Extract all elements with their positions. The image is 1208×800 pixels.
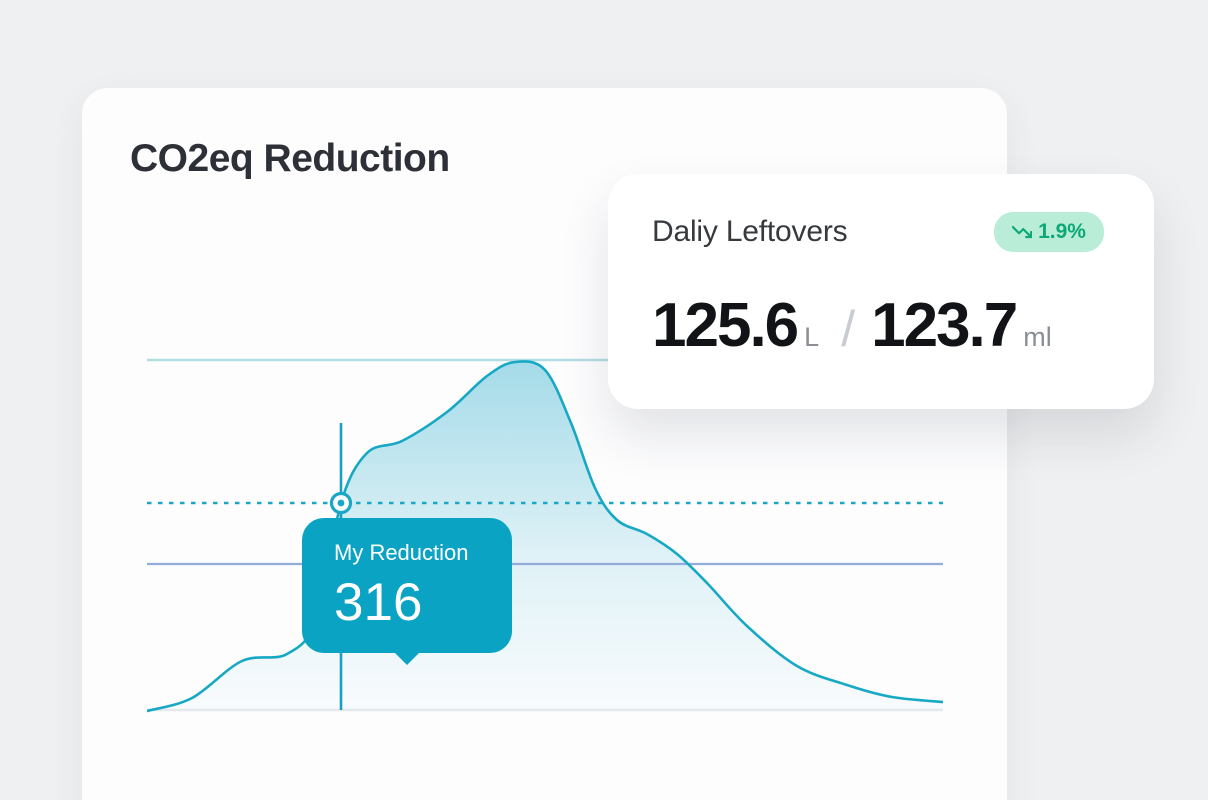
tooltip-pointer-down [394, 652, 420, 665]
metric-current-unit: L [804, 322, 820, 352]
my-reduction-value: 316 [334, 573, 423, 632]
trend-badge: 1.9% [994, 212, 1104, 252]
overlay-title: Daliy Leftovers [652, 215, 848, 248]
my-reduction-tooltip: My Reduction 316 [302, 518, 512, 665]
metrics-row: 125.6 L / 123.7 ml [652, 290, 1052, 361]
trend-badge-value: 1.9% [1038, 220, 1086, 243]
metric-separator: / [841, 301, 856, 357]
my-reduction-label: My Reduction [334, 540, 469, 565]
chart-area[interactable]: My Reduction 316 Ave Reduction 184 [147, 328, 943, 718]
marker-point-dot [337, 499, 345, 507]
metric-target-value: 123.7 [871, 291, 1018, 360]
daily-leftovers-card: Daliy Leftovers 1.9% 125.6 L / 123.7 ml [608, 174, 1154, 409]
metric-target-unit: ml [1023, 322, 1052, 352]
card-title: CO2eq Reduction [130, 137, 450, 180]
overlay-header-row: Daliy Leftovers 1.9% [608, 174, 1154, 252]
trend-down-icon [1012, 225, 1033, 239]
metric-current-value: 125.6 [652, 291, 799, 360]
